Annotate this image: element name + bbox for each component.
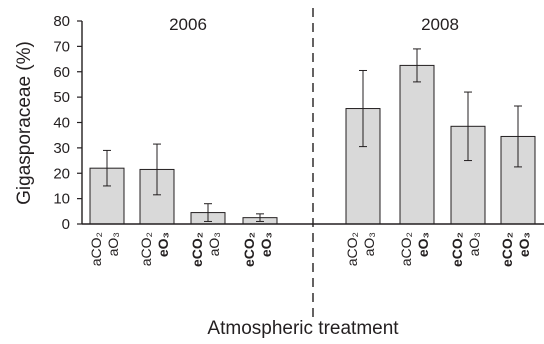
category-label: eCO₂ aO₃ xyxy=(189,232,222,267)
y-tick-label: 30 xyxy=(53,140,70,157)
category-label-o3: aO₃ xyxy=(466,232,482,256)
category-label-o3: aO₃ xyxy=(361,232,377,256)
category-labels: aCO₂ aO₃ aCO₂ eO₃ eCO₂ aO₃ eCO₂ eO₃ aCO₂ aO₃ aCO₂ e… xyxy=(88,232,532,267)
category-label-co2: eCO₂ xyxy=(449,232,465,267)
category-label: aCO₂ eO₃ xyxy=(398,232,431,266)
y-tick-label: 80 xyxy=(53,13,70,30)
category-label-co2: aCO₂ xyxy=(138,232,154,266)
y-tick-label: 10 xyxy=(53,191,70,208)
category-label: eCO₂ eO₃ xyxy=(499,232,532,267)
category-label-o3: aO₃ xyxy=(206,232,222,256)
y-tick-label: 40 xyxy=(53,115,70,132)
category-label-co2: eCO₂ xyxy=(241,232,257,267)
category-label-co2: aCO₂ xyxy=(88,232,104,266)
category-label-o3: eO₃ xyxy=(155,232,171,257)
category-label: eCO₂ eO₃ xyxy=(241,232,274,267)
panel-labels: 2006 2008 xyxy=(169,15,459,34)
category-label-o3: eO₃ xyxy=(415,232,431,257)
category-label: aCO₂ aO₃ xyxy=(344,232,377,266)
category-label-o3: eO₃ xyxy=(258,232,274,257)
y-tick-label: 60 xyxy=(53,64,70,81)
y-tick-label: 0 xyxy=(62,216,70,233)
category-label: aCO₂ aO₃ xyxy=(88,232,121,266)
y-axis: 0 10 20 30 40 50 60 70 80 xyxy=(53,13,83,233)
panel-label: 2006 xyxy=(169,15,207,34)
x-axis-title: Atmospheric treatment xyxy=(207,318,399,339)
category-label: aCO₂ eO₃ xyxy=(138,232,171,266)
y-axis-title: Gigasporaceae (%) xyxy=(14,41,35,205)
y-tick-label: 50 xyxy=(53,89,70,106)
y-tick-label: 20 xyxy=(53,165,70,182)
category-label-co2: eCO₂ xyxy=(499,232,515,267)
category-label-co2: aCO₂ xyxy=(398,232,414,266)
category-label-co2: aCO₂ xyxy=(344,232,360,266)
category-label-o3: aO₃ xyxy=(105,232,121,256)
panel-label: 2008 xyxy=(421,15,459,34)
category-label: eCO₂ aO₃ xyxy=(449,232,482,267)
y-tick-label: 70 xyxy=(53,38,70,55)
category-label-o3: eO₃ xyxy=(516,232,532,257)
category-label-co2: eCO₂ xyxy=(189,232,205,267)
bar xyxy=(399,64,435,225)
